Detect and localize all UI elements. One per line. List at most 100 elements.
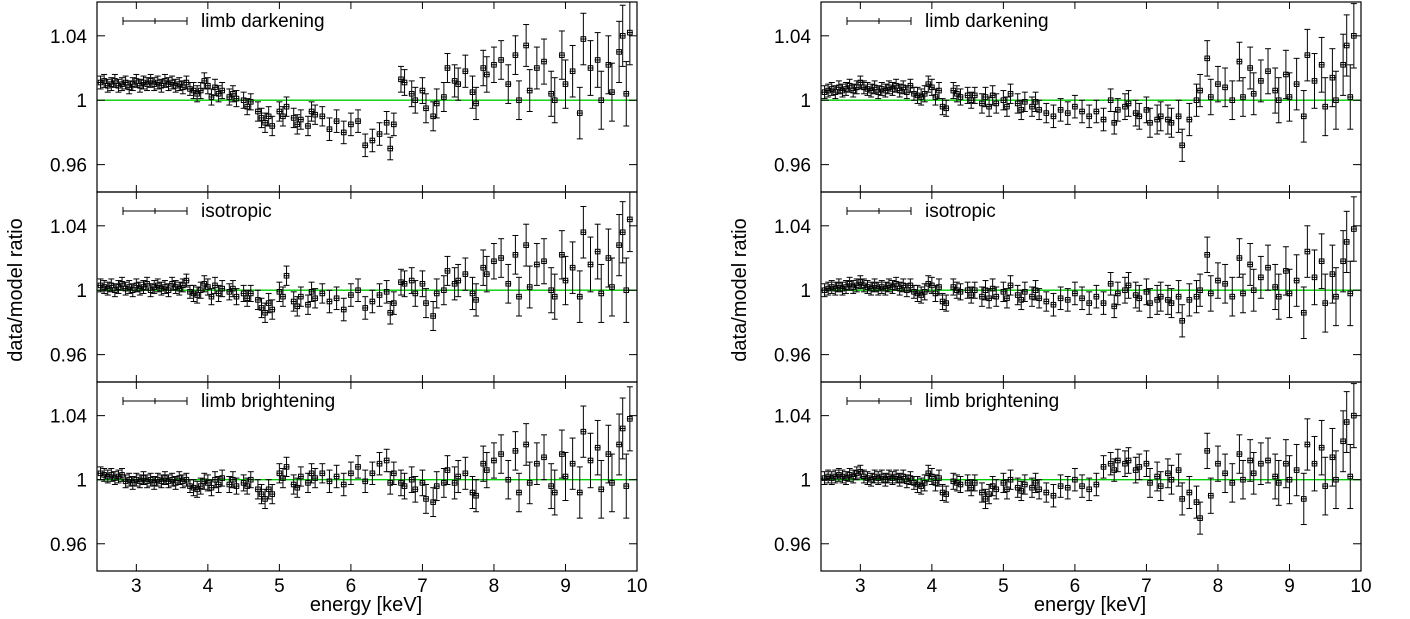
marker [498, 451, 504, 457]
y-tick-label: 1 [76, 471, 87, 492]
marker [247, 99, 254, 105]
x-tick-label: 4 [927, 576, 938, 597]
data-point [126, 472, 133, 487]
marker [126, 284, 132, 290]
data-point [871, 80, 878, 95]
marker [1186, 116, 1193, 123]
data-point [226, 476, 233, 494]
data-point [598, 70, 605, 130]
marker [312, 111, 318, 118]
data-point [878, 82, 885, 96]
marker [312, 295, 318, 302]
data-point [512, 35, 519, 75]
data-point [179, 278, 186, 293]
data-point [1000, 281, 1007, 302]
marker [298, 293, 304, 300]
data-point [1003, 96, 1010, 117]
data-point [387, 300, 394, 325]
marker [1036, 486, 1042, 493]
marker [348, 470, 354, 477]
data-point [376, 283, 383, 307]
data-point [197, 281, 204, 299]
legend-label: limb darkening [201, 11, 325, 32]
marker [900, 282, 907, 289]
data-point [1236, 434, 1243, 474]
marker [1258, 78, 1264, 84]
data-point [1343, 14, 1350, 77]
data-point [136, 78, 143, 93]
data-point [165, 77, 172, 92]
marker [305, 301, 311, 308]
data-point [151, 280, 158, 294]
marker [878, 86, 885, 92]
data-point [215, 284, 222, 302]
data-point [971, 86, 978, 104]
data-point [1028, 286, 1035, 307]
data-point [860, 278, 867, 293]
data-point [846, 78, 853, 93]
marker [176, 81, 183, 87]
marker [548, 90, 554, 97]
data-point [240, 474, 247, 492]
marker [1014, 292, 1021, 298]
data-point [523, 223, 530, 267]
marker [451, 78, 458, 84]
data-point [1257, 59, 1264, 103]
marker [512, 448, 519, 454]
data-point [376, 451, 383, 476]
marker [587, 65, 594, 71]
marker [623, 483, 630, 489]
marker [469, 489, 476, 496]
marker [333, 473, 340, 480]
marker [187, 86, 193, 92]
data-point [304, 115, 311, 137]
marker [1057, 295, 1064, 302]
data-point [1343, 391, 1350, 453]
marker [921, 90, 928, 97]
data-point [850, 83, 857, 98]
data-point [1272, 67, 1279, 114]
data-point [548, 267, 555, 314]
data-point [219, 82, 226, 100]
marker [1186, 489, 1193, 496]
marker [115, 82, 122, 89]
data-point [853, 466, 860, 481]
marker [1236, 58, 1243, 65]
data-point [1021, 91, 1028, 112]
marker [1072, 290, 1078, 297]
marker [137, 478, 143, 485]
marker [861, 84, 867, 91]
marker [896, 285, 903, 292]
marker [882, 285, 889, 292]
data-point [319, 463, 326, 484]
data-point [111, 283, 118, 298]
marker [433, 483, 440, 489]
x-tick-label: 7 [1141, 576, 1152, 597]
data-point [914, 86, 921, 104]
data-point [1204, 236, 1211, 274]
marker [1165, 116, 1171, 123]
marker [548, 483, 554, 489]
marker [1236, 255, 1243, 261]
data-point [165, 474, 172, 489]
marker [1208, 94, 1214, 100]
marker [993, 100, 1000, 107]
data-point [964, 86, 971, 104]
data-point [1332, 267, 1339, 327]
data-point [828, 82, 835, 96]
data-point [910, 476, 917, 490]
marker [97, 79, 104, 86]
marker [1208, 492, 1214, 499]
data-point [821, 85, 828, 100]
marker [326, 478, 333, 485]
data-point [169, 472, 176, 487]
data-point [1275, 77, 1282, 124]
data-point [608, 257, 615, 317]
data-point [1032, 91, 1039, 112]
marker [419, 87, 426, 94]
data-point [1229, 276, 1236, 317]
marker [1179, 318, 1185, 324]
data-point [864, 471, 871, 486]
data-point [957, 88, 964, 106]
data-point [1028, 477, 1035, 498]
